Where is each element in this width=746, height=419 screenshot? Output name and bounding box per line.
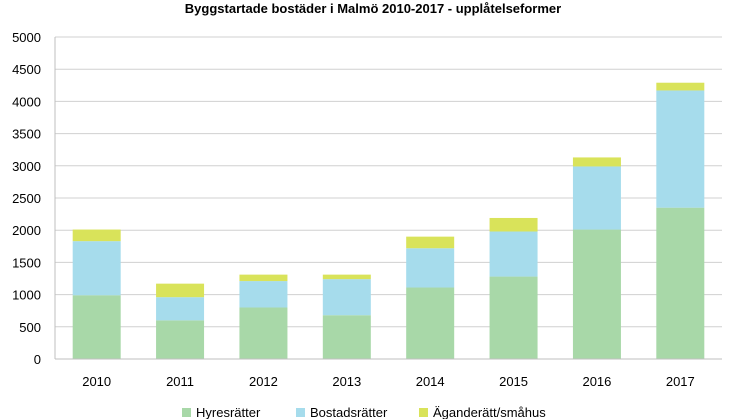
x-tick-label: 2016 <box>582 374 611 389</box>
y-tick-label: 1000 <box>12 288 41 303</box>
bar-2013-series-0 <box>322 315 371 359</box>
bar-2013-series-2 <box>322 274 371 280</box>
bar-2010-series-0 <box>72 295 121 359</box>
bar-2017-series-0 <box>656 207 705 359</box>
bar-2015-series-1 <box>489 231 538 277</box>
legend-label: Bostadsrätter <box>310 405 388 419</box>
y-tick-label: 3000 <box>12 159 41 174</box>
y-tick-label: 2500 <box>12 191 41 206</box>
y-tick-label: 2000 <box>12 223 41 238</box>
bar-2017-series-2 <box>656 82 705 91</box>
bar-2012-series-1 <box>239 281 288 308</box>
legend: Hyresrätter Bostadsrätter Äganderätt/småhu… <box>182 405 546 419</box>
bar-2011-series-0 <box>156 320 205 359</box>
x-tick-label: 2014 <box>416 374 445 389</box>
bars <box>72 82 705 359</box>
legend-label: Äganderätt/småhus <box>433 405 546 419</box>
bar-2012-series-2 <box>239 274 288 282</box>
bar-2017-series-1 <box>656 90 705 208</box>
x-tick-label: 2013 <box>332 374 361 389</box>
bar-2010-series-2 <box>72 229 121 242</box>
x-tick-label: 2010 <box>82 374 111 389</box>
y-tick-label: 4000 <box>12 94 41 109</box>
legend-swatch-2 <box>419 408 428 417</box>
bar-2015-series-2 <box>489 217 538 232</box>
bar-2010-series-1 <box>72 241 121 296</box>
bar-2014-series-2 <box>406 236 455 249</box>
bar-2016-series-2 <box>572 157 621 167</box>
bar-2012-series-0 <box>239 307 288 359</box>
grid-lines <box>54 36 722 360</box>
legend-label: Hyresrätter <box>196 405 261 419</box>
bar-2015-series-0 <box>489 276 538 359</box>
y-tick-label: 500 <box>19 320 41 335</box>
legend-swatch-0 <box>182 408 191 417</box>
y-axis-ticks: 0 500 1000 1500 2000 2500 3000 3500 4000 4500 5000 <box>12 30 41 367</box>
x-tick-label: 2011 <box>166 374 194 389</box>
bar-2016-series-1 <box>572 166 621 230</box>
chart-title: Byggstartade bostäder i Malmö 2010-2017 … <box>185 1 561 16</box>
x-tick-label: 2012 <box>249 374 278 389</box>
x-tick-label: 2017 <box>666 374 695 389</box>
y-tick-label: 1500 <box>12 255 41 270</box>
y-tick-label: 0 <box>34 352 41 367</box>
bar-2014-series-0 <box>406 287 455 359</box>
bar-2014-series-1 <box>406 248 455 288</box>
x-tick-label: 2015 <box>499 374 528 389</box>
y-tick-label: 4500 <box>12 62 41 77</box>
y-tick-label: 5000 <box>12 30 41 45</box>
y-tick-label: 3500 <box>12 127 41 142</box>
bar-2011-series-1 <box>156 297 205 321</box>
x-axis-ticks: 2010 2011 2012 2013 2014 2015 2016 2017 <box>55 358 722 389</box>
bar-2016-series-0 <box>572 229 621 359</box>
bar-2011-series-2 <box>156 283 205 298</box>
legend-swatch-1 <box>296 408 305 417</box>
bar-2013-series-1 <box>322 279 371 316</box>
